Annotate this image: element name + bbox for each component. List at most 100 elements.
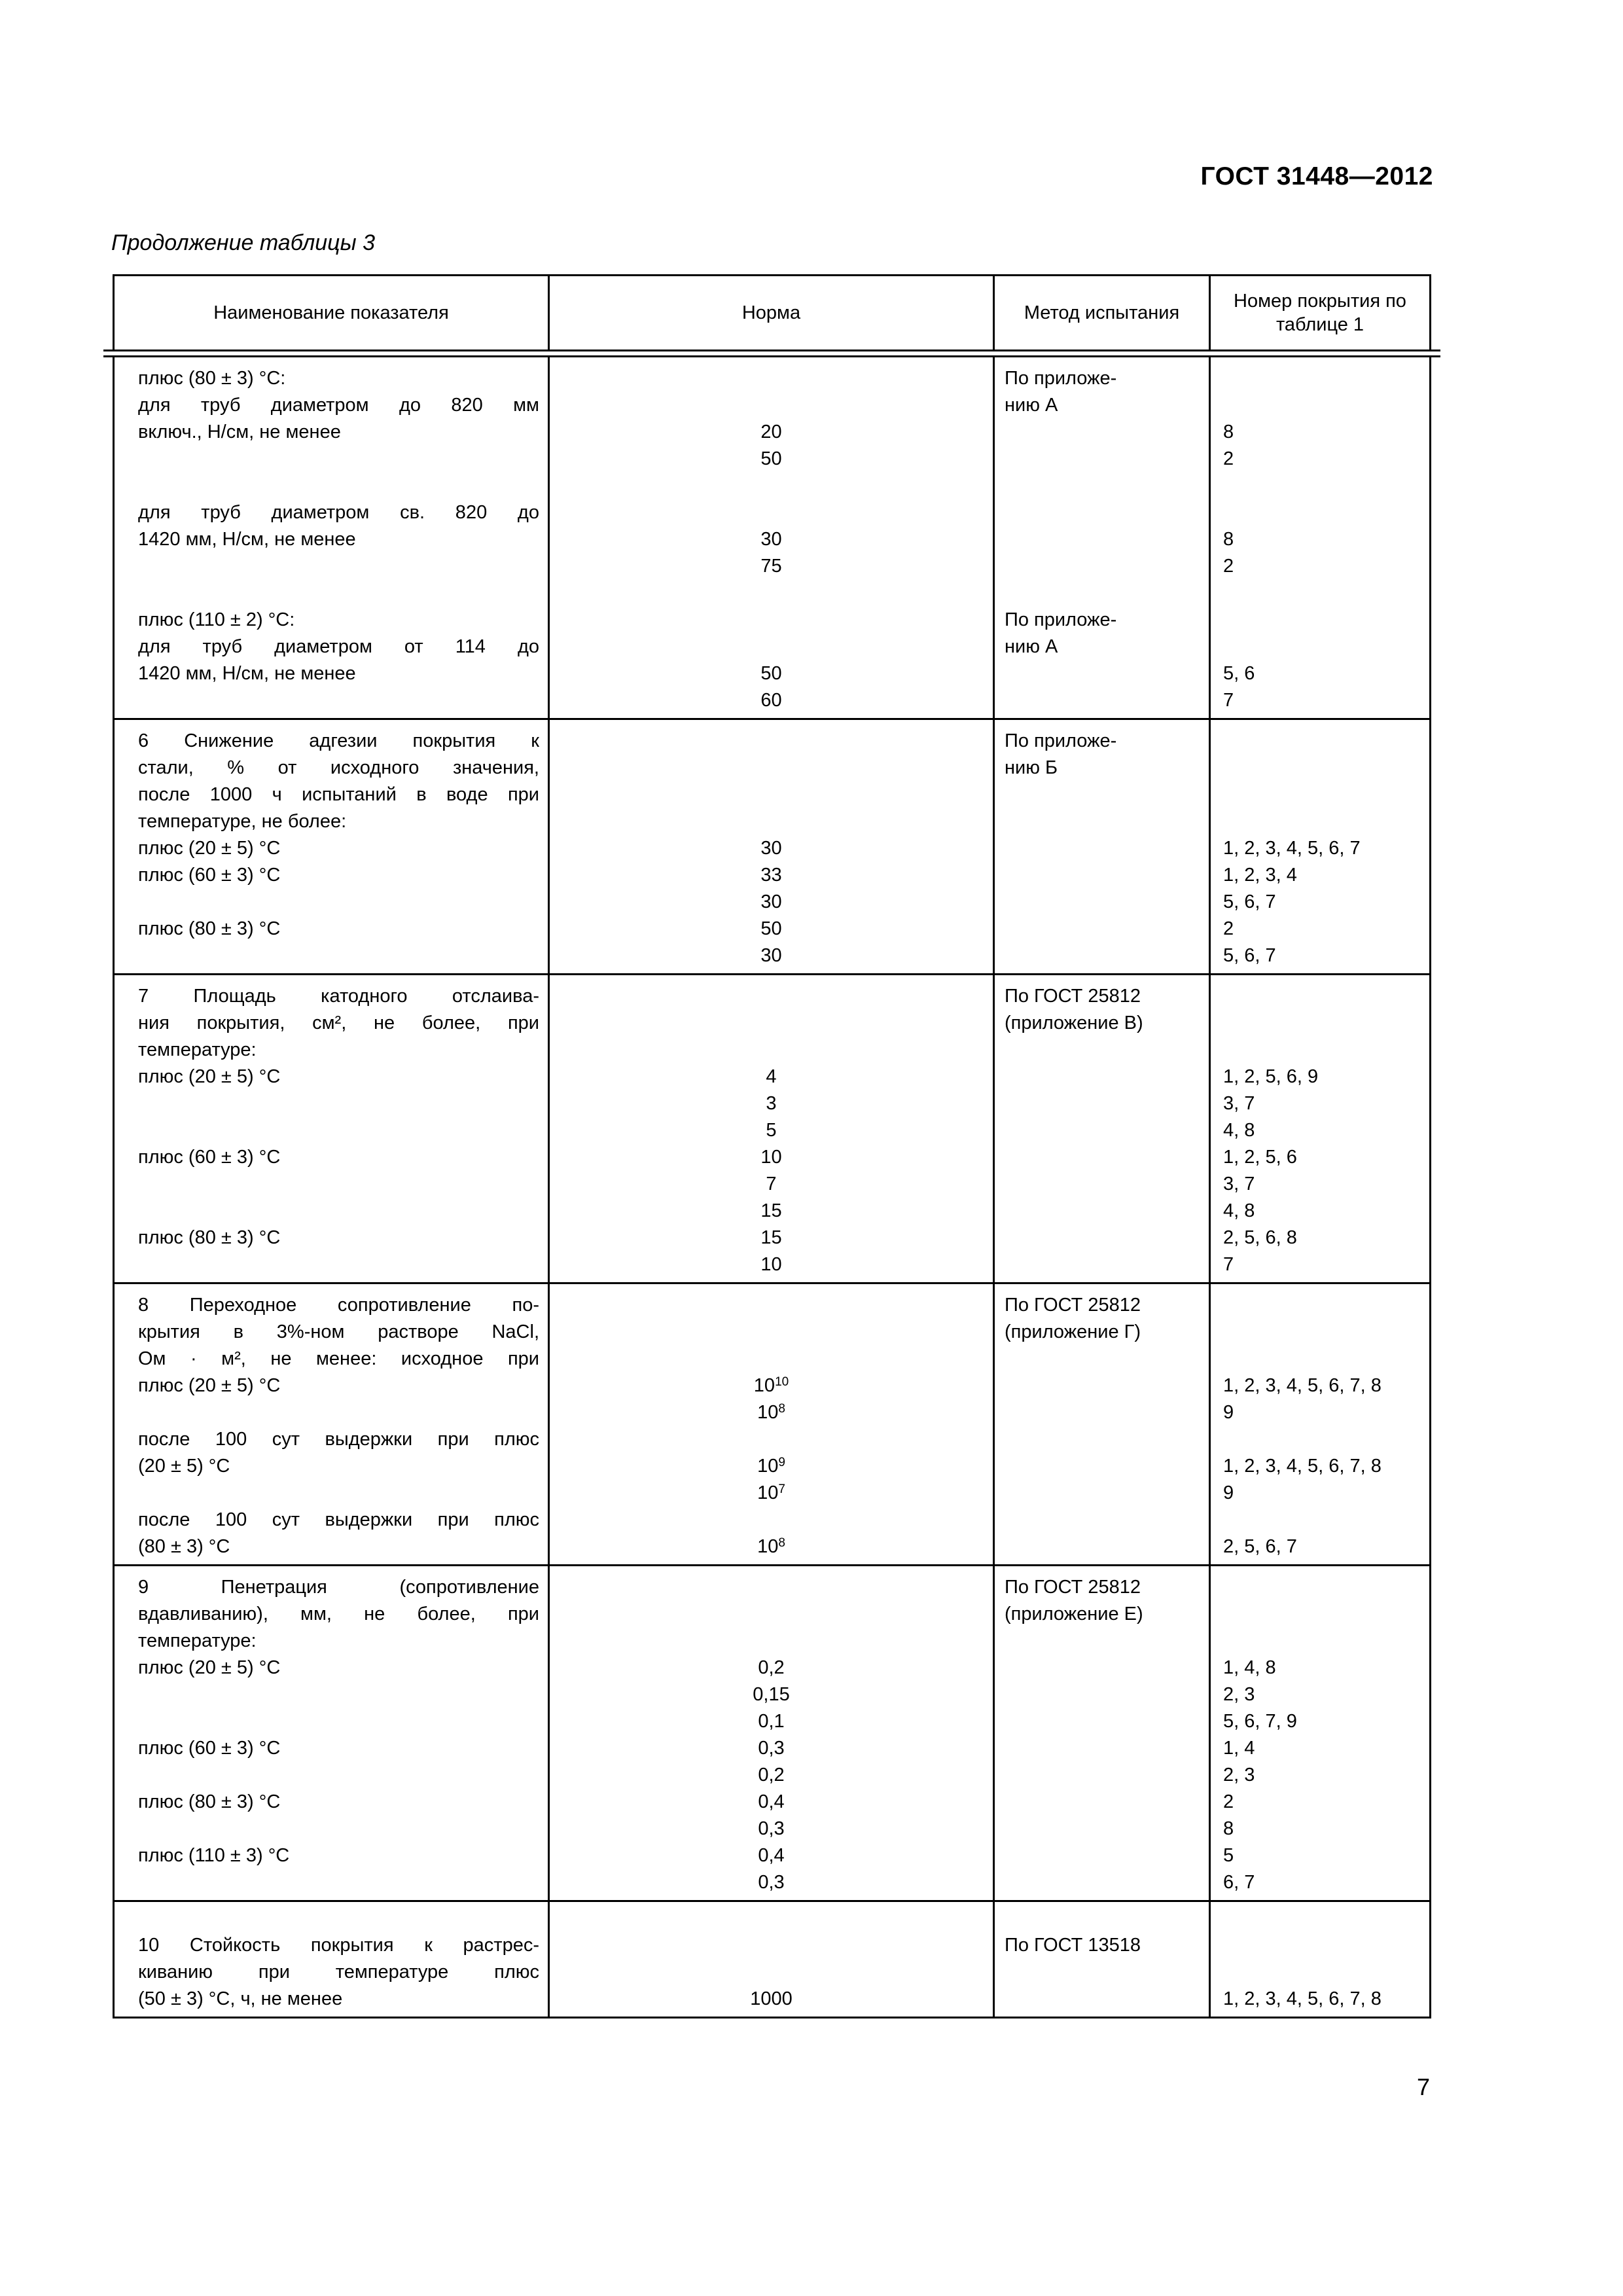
table-line: плюс (60 ± 3) °С (138, 865, 281, 886)
header-indicator-name: Наименование показателя (115, 276, 550, 350)
cell-norm: 1000 (550, 1902, 995, 2017)
table-line: 6 Снижение адгезии покрытия к (138, 730, 539, 751)
table-line: 0,4 (758, 1845, 785, 1866)
table-line (138, 1681, 539, 1708)
table-line: По ГОСТ 25812 (1005, 1577, 1141, 1598)
table-line (550, 365, 993, 392)
cell-norm: 4 3 5 10 7 15 15 10 (550, 975, 995, 1282)
table-line (1005, 1480, 1205, 1507)
table-line (1005, 1735, 1205, 1762)
table-line (550, 1010, 993, 1037)
table-line (1005, 835, 1205, 862)
table-3-continuation: Наименование показателя Норма Метод испы… (103, 274, 1440, 2018)
table-line: температуре: (138, 1039, 257, 1060)
table-line (1005, 1655, 1205, 1681)
table-line (1005, 419, 1205, 446)
table-line (1005, 446, 1205, 473)
table-line: 0,2 (758, 1765, 785, 1785)
table-line (138, 1090, 539, 1117)
table-line: 1, 2, 3, 4 (1223, 865, 1297, 886)
table-row-item-9-penetration: 9 Пенетрация (сопротивление вдавливанию),… (115, 1564, 1429, 1900)
table-line: плюс (20 ± 5) °С (138, 838, 281, 859)
table-line: 0,2 (758, 1657, 785, 1678)
table-line (1223, 1574, 1425, 1601)
table-line (1005, 1534, 1205, 1560)
table-line (138, 1171, 539, 1198)
table-line (138, 687, 539, 714)
table-line: 1420 мм, Н/см, не менее (138, 663, 356, 684)
cell-indicator: плюс (80 ± 3) °С: для труб диаметром до 8… (115, 357, 550, 718)
table-line: крытия в 3%-ном растворе NaCl, (138, 1321, 539, 1342)
table-line: 9 Пенетрация (сопротивление (138, 1577, 539, 1598)
table-line (138, 1816, 539, 1842)
table-line: 30 (760, 891, 782, 912)
table-line: 2 (1223, 918, 1234, 939)
table-row-item-7-cathodic-disbonding: 7 Площадь катодного отслаива-ния покрыти… (115, 973, 1429, 1282)
table-line: 50 (760, 663, 782, 684)
table-line (1005, 1117, 1205, 1144)
table-line (1005, 1507, 1205, 1534)
table-line (1005, 1064, 1205, 1090)
table-line: 5 (1223, 1845, 1234, 1866)
table-line (138, 1480, 539, 1507)
cell-indicator: 7 Площадь катодного отслаива-ния покрыти… (115, 975, 550, 1282)
cell-method: По приложе-нию Б (995, 720, 1211, 973)
cell-coating-numbers: 8 2 8 2 5, 6 7 (1211, 357, 1429, 718)
table-line (550, 499, 993, 526)
table-line: плюс (80 ± 3) °С (138, 1791, 281, 1812)
table-line (1005, 1959, 1205, 1986)
table-line: 8 (1223, 1818, 1234, 1839)
table-line: 7 (1223, 690, 1234, 711)
table-line: плюс (80 ± 3) °С (138, 918, 281, 939)
table-line (1223, 983, 1425, 1010)
table-line (1005, 526, 1205, 553)
table-line (1005, 1144, 1205, 1171)
cell-indicator: 9 Пенетрация (сопротивление вдавливанию),… (115, 1566, 550, 1900)
table-line: 10 (760, 1254, 782, 1275)
table-line (1223, 1628, 1425, 1655)
table-line (1223, 473, 1425, 499)
table-line: 4, 8 (1223, 1120, 1255, 1141)
table-line (1223, 392, 1425, 419)
table-line (138, 553, 539, 580)
table-line: 30 (760, 529, 782, 550)
table-line: после 1000 ч испытаний в воде при (138, 784, 539, 805)
table-line: 1420 мм, Н/см, не менее (138, 529, 356, 550)
table-line (138, 1762, 539, 1789)
table-line: 1, 2, 5, 6 (1223, 1147, 1297, 1168)
table-line (1005, 1198, 1205, 1225)
table-line: нию Б (1005, 757, 1058, 778)
table-line (550, 1346, 993, 1372)
table-line: 2 (1223, 1791, 1234, 1812)
table-line: 2, 3 (1223, 1765, 1255, 1785)
table-line: 3, 7 (1223, 1174, 1255, 1194)
table-line: 109 (757, 1456, 785, 1477)
table-line: 0,15 (753, 1684, 790, 1705)
table-line: 50 (760, 918, 782, 939)
table-line (1005, 1399, 1205, 1426)
table-line: (20 ± 5) °С (138, 1456, 230, 1477)
table-line: 1, 2, 3, 4, 5, 6, 7, 8 (1223, 1456, 1382, 1477)
table-line (550, 1292, 993, 1319)
table-line (550, 1319, 993, 1346)
table-line (138, 1399, 539, 1426)
table-line (138, 580, 539, 607)
table-line: 1010 (753, 1375, 789, 1396)
table-line: плюс (60 ± 3) °С (138, 1147, 281, 1168)
table-line: 4 (766, 1066, 777, 1087)
table-line: Ом · м², не менее: исходное при (138, 1348, 539, 1369)
table-line (550, 1037, 993, 1064)
table-line: плюс (110 ± 2) °С: (138, 609, 295, 630)
table-line (550, 1426, 993, 1453)
header-test-method: Метод испытания (995, 276, 1211, 350)
table-line (1005, 1372, 1205, 1399)
table-line (1005, 1090, 1205, 1117)
table-line: 5, 6, 7, 9 (1223, 1711, 1297, 1732)
cell-coating-numbers: 1, 2, 5, 6, 9 3, 7 4, 8 1, 2, 5, 6 3, 7 4, 8 2… (1211, 975, 1429, 1282)
cell-coating-numbers: 1, 4, 8 2, 3 5, 6, 7, 9 1, 4 2, 3 2 8 5 6, 7 (1211, 1566, 1429, 1900)
table-line: (80 ± 3) °С (138, 1536, 230, 1557)
table-line (550, 1628, 993, 1655)
table-line (1005, 942, 1205, 969)
cell-coating-numbers: 1, 2, 3, 4, 5, 6, 7, 8 (1211, 1902, 1429, 2017)
table-line: 1, 4, 8 (1223, 1657, 1276, 1678)
